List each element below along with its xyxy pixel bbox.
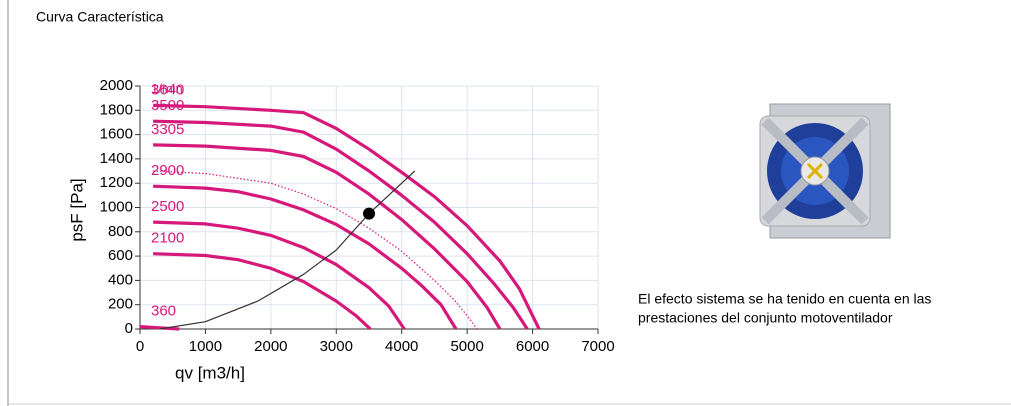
y-tick-label: 1800 (100, 101, 133, 118)
y-tick-label: 1200 (100, 174, 133, 191)
curve-label: 3640 (151, 81, 184, 98)
y-tick-label: 1000 (100, 198, 133, 215)
chart-title: Curva Característica (36, 9, 164, 25)
x-tick-label: 1000 (189, 338, 222, 355)
operating-point (363, 207, 375, 220)
x-tick-label: 3000 (320, 338, 353, 355)
curve-label: 2100 (151, 230, 184, 247)
y-axis-label: psF [Pa] (67, 178, 86, 241)
side-text: El efecto sistema se ha tenido en cuenta… (638, 291, 931, 307)
curve (153, 143, 502, 330)
curve (159, 170, 416, 330)
unit-annotation: 1/min (151, 81, 183, 96)
x-tick-label: 5000 (450, 338, 483, 355)
curve-label: 360 (151, 303, 176, 320)
curve (153, 103, 541, 330)
curve-label: 3305 (151, 121, 184, 138)
x-axis-label: qv [m3/h] (175, 363, 245, 382)
y-tick-label: 2000 (100, 77, 133, 94)
curve (153, 184, 458, 330)
y-tick-label: 600 (108, 247, 133, 264)
curve (153, 220, 406, 330)
curve (153, 252, 372, 331)
x-tick-label: 0 (136, 338, 144, 355)
curve (153, 119, 529, 330)
y-tick-label: 200 (108, 296, 133, 313)
curve-label: 2900 (151, 162, 184, 179)
fan-image (759, 103, 891, 239)
curve-label: 3500 (151, 97, 184, 114)
curve-label: 2500 (151, 198, 184, 215)
side-text: prestaciones del conjunto motoventilador (638, 310, 893, 326)
y-tick-label: 1600 (100, 126, 133, 143)
x-tick-label: 2000 (254, 338, 287, 355)
x-tick-label: 7000 (581, 338, 614, 355)
y-tick-label: 0 (125, 320, 133, 337)
y-tick-label: 800 (108, 223, 133, 240)
y-tick-label: 400 (108, 271, 133, 288)
curve (139, 325, 180, 331)
x-tick-label: 4000 (385, 338, 418, 355)
y-tick-label: 1400 (100, 150, 133, 167)
x-tick-label: 6000 (516, 338, 549, 355)
